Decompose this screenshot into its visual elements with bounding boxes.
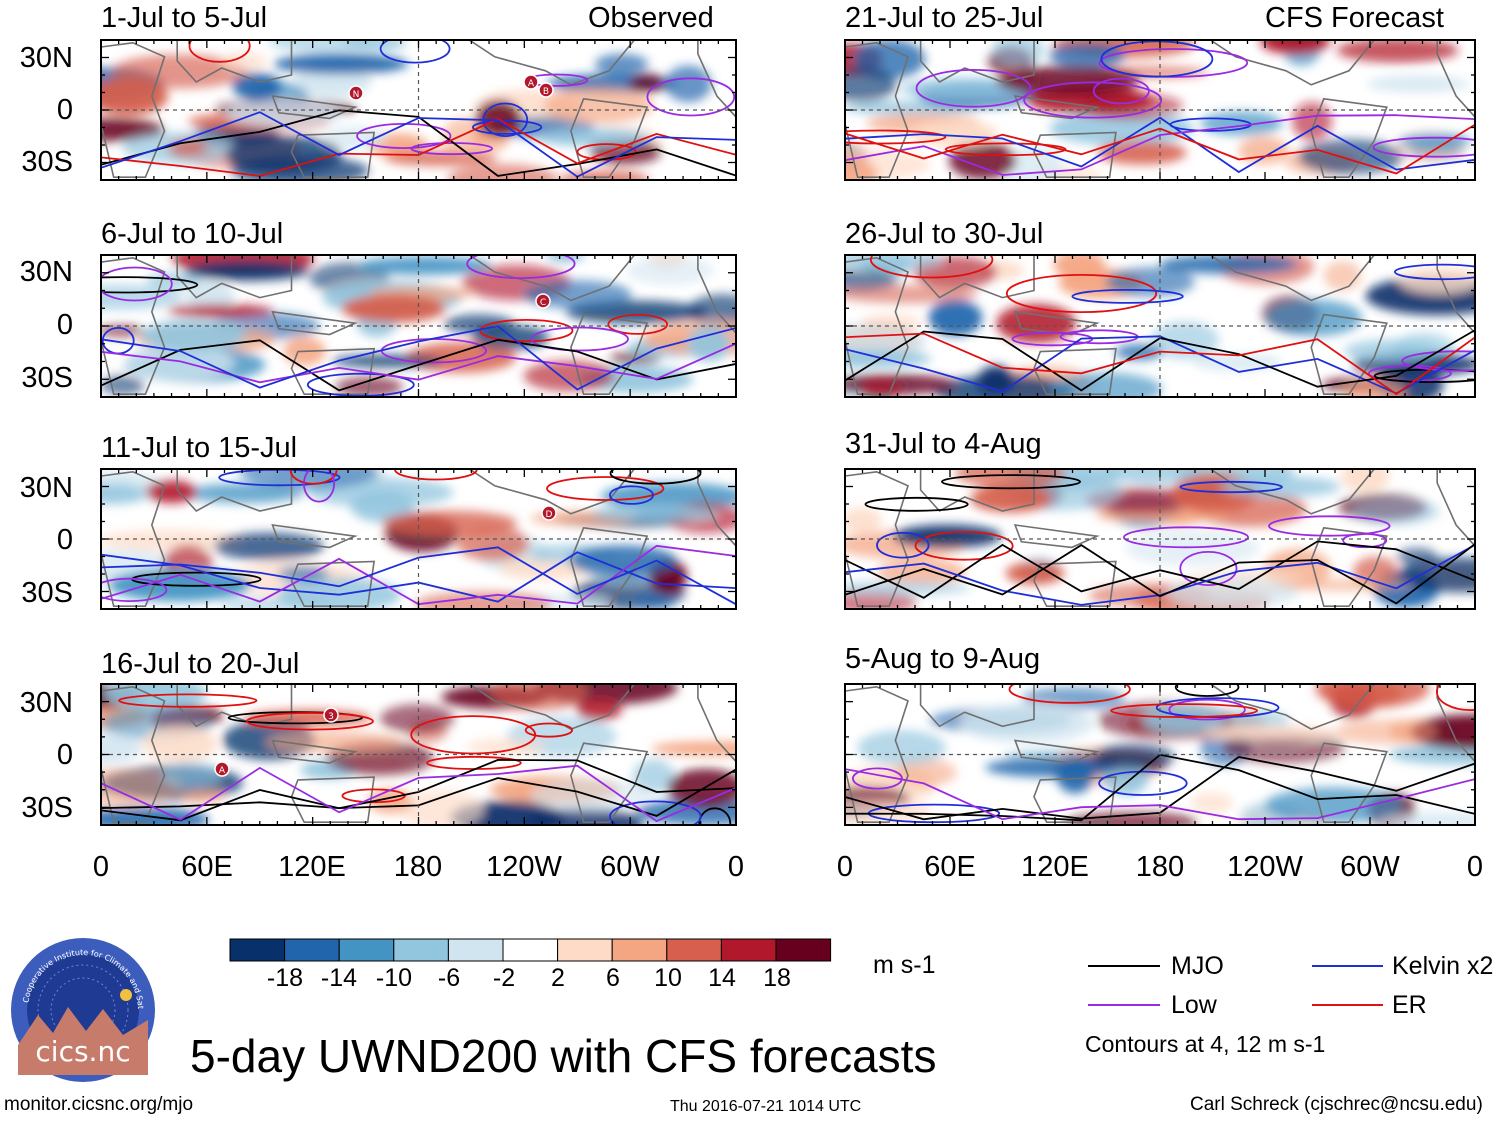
legend-label-low: Low (1171, 991, 1217, 1019)
tc-marker: A (214, 761, 230, 777)
colorbar-label: -10 (375, 964, 413, 992)
legend-label-er: ER (1392, 991, 1427, 1019)
x-tick-label: 180 (1135, 851, 1185, 883)
y-tick-label: 0 (56, 309, 73, 341)
tc-label: B (543, 87, 549, 97)
tc-marker: N (348, 85, 364, 101)
map-panel (100, 39, 737, 181)
colorbar-label: -18 (266, 964, 304, 992)
colorbar-box (557, 938, 613, 962)
map-panel (844, 468, 1476, 610)
x-tick-label: 120W (486, 851, 562, 883)
y-tick-label: 0 (56, 524, 73, 556)
observed-label: Observed (588, 2, 714, 34)
colorbar-box (284, 938, 340, 962)
tc-marker: 3 (323, 707, 339, 723)
x-tick-label: 0 (92, 851, 110, 883)
y-tick-label: 30S (21, 792, 73, 824)
x-tick-label: 120E (1021, 851, 1089, 883)
x-tick-label: 60W (1340, 851, 1400, 883)
tc-label: A (528, 79, 535, 89)
y-tick-label: 0 (56, 739, 73, 771)
colorbar-box (720, 938, 777, 962)
x-tick-label: 120E (278, 851, 346, 883)
y-tick-label: 30N (19, 472, 73, 504)
colorbar (229, 938, 832, 962)
x-tick-label: 0 (727, 851, 745, 883)
colorbar-box (229, 938, 286, 962)
tc-marker: A (523, 74, 539, 90)
map-panel (844, 683, 1476, 826)
colorbar-label: 6 (606, 964, 620, 992)
mountain-icon (18, 1007, 148, 1075)
colorbar-box (666, 938, 722, 962)
timestamp: Thu 2016-07-21 1014 UTC (670, 1098, 862, 1115)
map-panel (100, 254, 737, 398)
colorbar-box (447, 938, 504, 962)
y-tick-label: 30N (19, 687, 73, 719)
panel-title: 6-Jul to 10-Jul (101, 218, 284, 250)
panel-title: 11-Jul to 15-Jul (101, 432, 298, 464)
main-title: 5-day UWND200 with CFS forecasts (190, 1030, 937, 1082)
website-link[interactable]: monitor.cicsnc.org/mjo (4, 1094, 194, 1115)
panel-title: 31-Jul to 4-Aug (845, 428, 1042, 460)
colorbar-box (338, 938, 395, 962)
x-tick-label: 60E (181, 851, 233, 883)
x-tick-label: 60E (924, 851, 976, 883)
colorbar-label: -2 (492, 964, 516, 992)
tc-marker: D (541, 505, 557, 521)
colorbar-box (775, 938, 832, 962)
map-panel (844, 254, 1476, 398)
tc-label: C (540, 298, 546, 308)
panel-title: 1-Jul to 5-Jul (101, 2, 268, 34)
legend-label-kelvin: Kelvin x2 (1392, 952, 1494, 980)
tc-label: N (353, 90, 360, 100)
colorbar-unit: m s-1 (873, 951, 936, 979)
colorbar-box (611, 938, 668, 962)
logo-text: cics.nc (35, 1035, 130, 1068)
tc-marker: C (535, 293, 551, 309)
y-tick-label: 30N (19, 42, 73, 74)
colorbar-label: 10 (654, 964, 682, 992)
author: Carl Schreck (cjschrec@ncsu.edu) (1190, 1094, 1483, 1115)
y-tick-label: 30S (21, 362, 73, 394)
x-tick-label: 60W (600, 851, 660, 883)
tc-label: A (219, 766, 226, 776)
panel-title: 21-Jul to 25-Jul (845, 2, 1044, 34)
colorbar-label: 14 (708, 964, 736, 992)
legend-swatches (1088, 965, 1383, 1006)
x-tick-label: 180 (393, 851, 443, 883)
panel-title: 5-Aug to 9-Aug (845, 643, 1041, 675)
y-tick-label: 30S (21, 146, 73, 178)
y-tick-label: 30S (21, 577, 73, 609)
y-tick-label: 0 (56, 94, 73, 126)
tc-marker: B (538, 82, 554, 98)
forecast-label: CFS Forecast (1265, 2, 1444, 34)
colorbar-box (502, 938, 559, 962)
map-panel (844, 39, 1476, 181)
colorbar-box (393, 938, 449, 962)
x-tick-label: 120W (1227, 851, 1303, 883)
contour-note: Contours at 4, 12 m s-1 (1085, 1031, 1326, 1057)
panel-title: 26-Jul to 30-Jul (845, 218, 1044, 250)
colorbar-label: 18 (763, 964, 791, 992)
colorbar-label: 2 (551, 964, 565, 992)
colorbar-label: -14 (320, 964, 358, 992)
x-tick-label: 0 (836, 851, 854, 883)
map-panel (100, 683, 737, 826)
legend-label-mjo: MJO (1171, 952, 1224, 980)
map-panel (100, 468, 737, 610)
sun-icon (120, 989, 132, 1001)
cics-logo: Cooperative Institute for Climate and Sa… (8, 935, 155, 1082)
panel-title: 16-Jul to 20-Jul (101, 648, 300, 680)
colorbar-label: -6 (437, 964, 461, 992)
y-tick-label: 30N (19, 256, 73, 288)
tc-label: 3 (328, 712, 334, 722)
x-tick-label: 0 (1466, 851, 1484, 883)
tc-label: D (546, 510, 553, 520)
